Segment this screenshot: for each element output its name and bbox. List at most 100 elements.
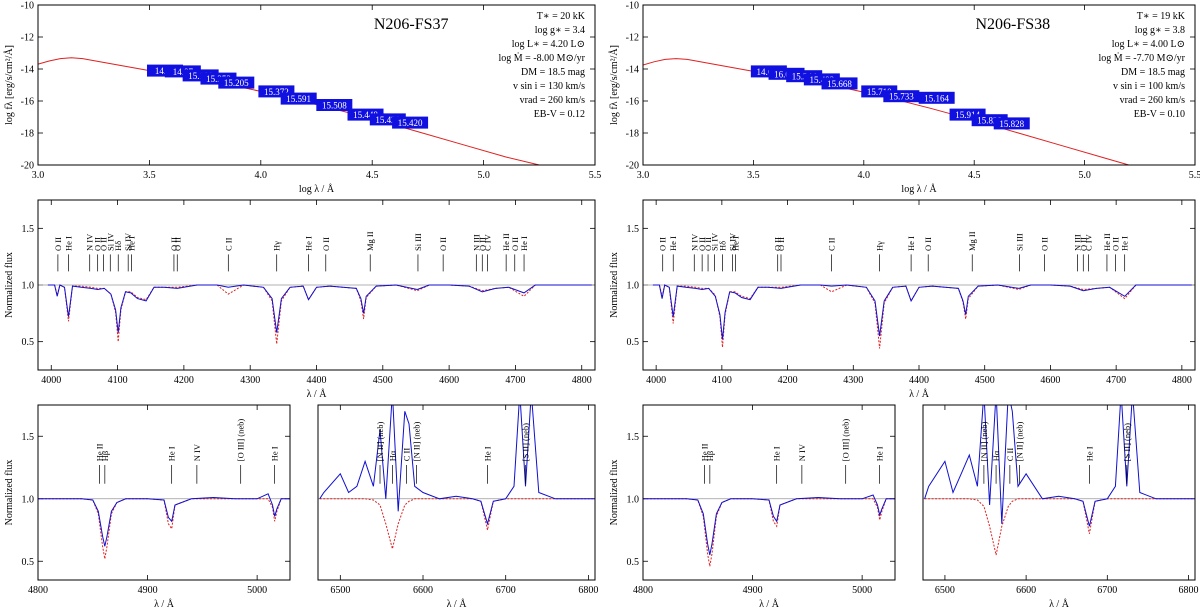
line-id-label: He I	[519, 236, 529, 251]
y-tick-label: -12	[21, 33, 34, 44]
y-tick-label: -14	[21, 65, 34, 76]
x-tick-label: 6600	[1016, 585, 1036, 596]
x-tick-label: 4800	[1172, 375, 1192, 386]
y-tick-label: -16	[626, 97, 639, 108]
line-id-label: Si IV	[727, 232, 737, 251]
y-tick-label: -14	[626, 65, 639, 76]
line-id-label: C II	[1005, 448, 1015, 462]
x-tick-label: 4000	[41, 375, 61, 386]
x-axis-label: λ / Å	[759, 598, 780, 610]
line-id-label: [S II] (neb)	[521, 423, 531, 461]
parameter: v sin i = 100 km/s	[1113, 81, 1185, 92]
x-tick-label: 6800	[578, 585, 598, 596]
x-tick-label: 4600	[1040, 375, 1060, 386]
line-id-label: He I	[731, 236, 741, 251]
panel: 6500 6600 6700 6800[N II] (neb) Hα C II [N II]…	[922, 404, 1199, 610]
photometry-label: 15.710	[867, 87, 892, 97]
parameter: log g∗ = 3.8	[1135, 25, 1185, 36]
line-id-label: Hγ	[875, 241, 885, 251]
photometry-label: 15.372	[264, 87, 289, 97]
x-axis-label: λ / Å	[307, 388, 328, 400]
line-id-label: C IV	[483, 233, 493, 251]
y-tick-label: 1.5	[627, 432, 640, 443]
panel-title: N206-FS38	[975, 16, 1050, 33]
photometry-box	[280, 92, 317, 105]
x-tick-label: 4.5	[968, 170, 981, 181]
y-tick-label: -16	[21, 97, 34, 108]
y-tick-label: 1.5	[22, 224, 35, 235]
line-id-label: He I	[772, 446, 782, 461]
line-id-label: He I	[1084, 446, 1094, 461]
photometry-label: 15.914	[955, 110, 980, 120]
line-id-label: Si IV	[710, 232, 720, 251]
parameter: log L∗ = 4.00 L⊙	[1112, 39, 1185, 50]
parameter: T∗ = 19 kK	[1137, 11, 1186, 22]
y-tick-label: 1.0	[22, 494, 35, 505]
x-tick-label: 4000	[646, 375, 666, 386]
x-tick-label: 5000	[247, 585, 267, 596]
line-id-label: O II	[477, 237, 487, 251]
parameter: DM = 18.5 mag	[521, 67, 585, 78]
x-tick-label: 4900	[743, 585, 763, 596]
x-tick-label: 4300	[240, 375, 260, 386]
plot-frame	[922, 404, 1196, 581]
x-tick-label: 4500	[373, 375, 393, 386]
y-tick-label: -20	[21, 161, 34, 172]
plot-frame	[37, 404, 291, 581]
spectrum	[38, 493, 290, 547]
line-id-label: He I	[126, 236, 136, 251]
model-spectrum	[924, 498, 1195, 556]
y-axis-label: Normalized flux	[609, 252, 620, 318]
photometry-label: 15.733	[889, 92, 914, 102]
y-tick-label: 0.5	[627, 557, 640, 568]
line-id-label: O II	[169, 237, 179, 251]
x-tick-label: 6800	[1179, 585, 1199, 596]
line-id-label: He I	[1120, 236, 1130, 251]
plot-frame	[642, 404, 896, 581]
panel: 3.03.54.04.55.05.5-20-18-16-14-12-1014.1…	[3, 1, 601, 196]
line-id-label: Hδ	[718, 241, 728, 251]
line-id-label: O II	[697, 237, 707, 251]
photometry-label: 15.205	[224, 78, 249, 88]
y-tick-label: 0.5	[22, 557, 35, 568]
line-id-label: O II	[1040, 237, 1050, 251]
line-id-label: He I	[906, 236, 916, 251]
line-id-label: N IV	[797, 443, 807, 461]
panel: 6500 6600 6700 6800[N II] (neb) Hα C II [N II]…	[317, 404, 598, 610]
x-tick-label: 4100	[108, 375, 128, 386]
y-tick-label: -18	[21, 129, 34, 140]
line-id-label: He I	[270, 446, 280, 461]
line-id-label: He I	[668, 236, 678, 251]
line-id-label: O II	[321, 237, 331, 251]
parameter: T∗ = 20 kK	[537, 11, 586, 22]
parameter: log L∗ = 4.20 L⊙	[512, 39, 585, 50]
line-id-label: [N II] (neb)	[1015, 421, 1025, 461]
x-tick-label: 6600	[413, 585, 433, 596]
x-axis-label: λ / Å	[1049, 598, 1070, 610]
y-tick-label: 1.0	[627, 494, 640, 505]
line-id-label: O II	[1078, 237, 1088, 251]
x-axis-label: λ / Å	[154, 598, 175, 610]
plot-frame	[642, 199, 1196, 371]
line-id-label: O II	[703, 237, 713, 251]
line-id-label: Hα	[387, 450, 397, 461]
photometry-label: 15.829	[977, 116, 1002, 126]
line-id-label: He I	[875, 446, 885, 461]
plot-frame	[642, 4, 1196, 166]
line-id-label: N IV	[85, 233, 95, 251]
line-id-label: N IV	[689, 233, 699, 251]
model-spectrum	[47, 284, 592, 344]
photometry-label: 15.420	[375, 115, 400, 125]
photometry-label: 15.448	[353, 110, 378, 120]
x-tick-label: 3.5	[143, 170, 156, 181]
y-axis-label: log fλ [erg/s/cm²/Å]	[608, 45, 620, 125]
x-axis-label: λ / Å	[909, 388, 930, 400]
x-tick-label: 3.0	[32, 170, 45, 181]
line-id-label: He I	[167, 446, 177, 461]
spectrum	[38, 57, 540, 165]
photometry-box	[821, 77, 858, 90]
line-id-label: O II	[1110, 237, 1120, 251]
